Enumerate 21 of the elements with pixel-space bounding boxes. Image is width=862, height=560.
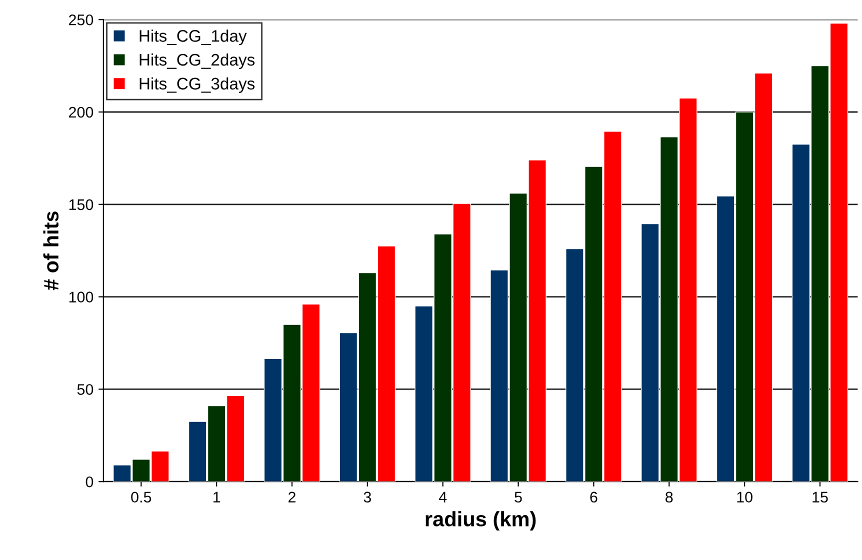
y-tick-label: 100 bbox=[69, 292, 94, 302]
x-tick-label: 4 bbox=[438, 492, 447, 502]
y-tick-label: 150 bbox=[69, 199, 94, 210]
x-tick-label: 2 bbox=[288, 492, 296, 502]
x-tick-label: 0.5 bbox=[131, 492, 152, 503]
y-axis-title: # of hits bbox=[43, 212, 59, 290]
x-tick-label: 5 bbox=[514, 492, 522, 503]
legend-label: Hits_CG_1day bbox=[140, 30, 247, 46]
x-tick-label: 3 bbox=[364, 492, 372, 503]
y-tick-label: 50 bbox=[77, 384, 94, 395]
legend-label: Hits_CG_3days bbox=[140, 77, 255, 93]
x-tick-label: 10 bbox=[737, 492, 752, 503]
y-tick-label: 0 bbox=[86, 476, 94, 488]
x-tick-label: 8 bbox=[666, 492, 673, 503]
x-tick-label: 1 bbox=[213, 492, 220, 502]
x-axis-title: radius (km) bbox=[426, 511, 536, 531]
x-tick-label: 6 bbox=[590, 492, 598, 503]
x-tick-label: 15 bbox=[812, 492, 828, 503]
y-tick-label: 250 bbox=[69, 14, 94, 26]
legend-label: Hits_CG_2days bbox=[140, 53, 255, 70]
y-tick-label: 200 bbox=[69, 106, 94, 118]
